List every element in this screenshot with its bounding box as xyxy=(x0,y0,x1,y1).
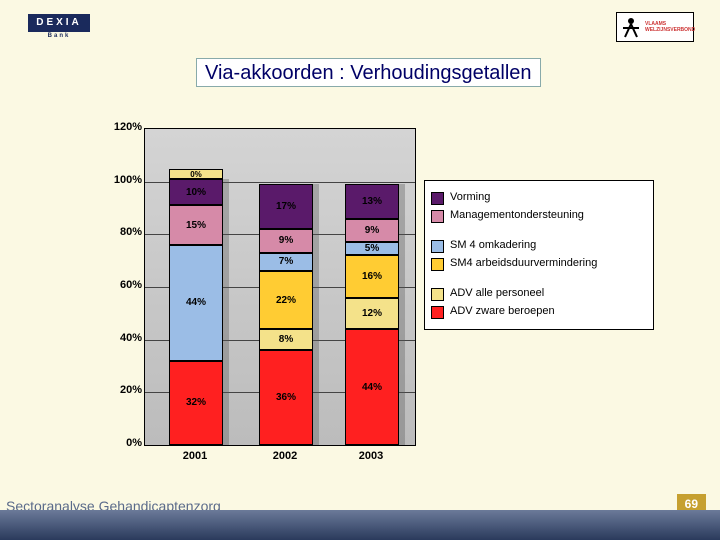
bar-segment-adv_alle: 8% xyxy=(259,329,313,350)
bar-segment-adv_zware: 36% xyxy=(259,350,313,445)
bar-column: 36%8%22%7%9%17% xyxy=(259,184,313,445)
bar-segment-adv_zware: 44% xyxy=(345,329,399,445)
legend-label: Managementondersteuning xyxy=(450,209,584,222)
bar-segment-mgmt: 15% xyxy=(169,205,223,245)
x-label: 2002 xyxy=(240,450,330,462)
bar-segment-sm4_omk: 44% xyxy=(169,245,223,361)
y-tick: 0% xyxy=(94,437,142,449)
bar-segment-sm4_omk: 5% xyxy=(345,242,399,255)
page-title: Via-akkoorden : Verhoudingsgetallen xyxy=(196,58,541,87)
legend-gap xyxy=(431,227,647,235)
legend-swatch xyxy=(431,288,444,301)
legend-label: SM 4 omkadering xyxy=(450,239,536,252)
bar-segment-sm4_arb: 16% xyxy=(345,255,399,297)
bar-segment-mgmt: 9% xyxy=(345,219,399,243)
bar-segment-adv_zware: 32% xyxy=(169,361,223,445)
welzijn-text: VLAAMS WELZIJNSVERBOND xyxy=(645,21,695,33)
plot-area: 32%0%0%44%15%10%0%36%8%22%7%9%17%44%12%1… xyxy=(144,128,416,446)
legend-item: ADV zware beroepen xyxy=(431,305,647,319)
person-icon xyxy=(619,15,643,39)
bar-column: 44%12%16%5%9%13% xyxy=(345,184,399,445)
legend-swatch xyxy=(431,192,444,205)
bar-segment-sm4_arb: 22% xyxy=(259,271,313,329)
dexia-text: DEXIA xyxy=(36,17,82,28)
y-tick: 40% xyxy=(94,332,142,344)
legend-label: ADV alle personeel xyxy=(450,287,544,300)
welzijn-logo: VLAAMS WELZIJNSVERBOND xyxy=(616,12,694,42)
dexia-sub: Bank xyxy=(28,32,90,40)
legend: Vorming Managementondersteuning SM 4 omkad… xyxy=(424,180,654,330)
legend-label: ADV zware beroepen xyxy=(450,305,555,318)
legend-swatch xyxy=(431,210,444,223)
y-tick: 20% xyxy=(94,384,142,396)
legend-label: Vorming xyxy=(450,191,490,204)
legend-item: Managementondersteuning xyxy=(431,209,647,223)
y-tick: 80% xyxy=(94,226,142,238)
legend-gap xyxy=(431,275,647,283)
slide: DEXIA Bank VLAAMS WELZIJNSVERBOND Via-ak… xyxy=(0,0,720,540)
bar-column: 32%0%0%44%15%10%0% xyxy=(169,179,223,445)
legend-item: SM4 arbeidsduurvermindering xyxy=(431,257,647,271)
y-tick: 60% xyxy=(94,279,142,291)
x-label: 2003 xyxy=(326,450,416,462)
legend-item: SM 4 omkadering xyxy=(431,239,647,253)
dexia-logo: DEXIA Bank xyxy=(28,14,90,40)
legend-item: ADV alle personeel xyxy=(431,287,647,301)
bar-segment-vorming: 10% xyxy=(169,179,223,205)
legend-label: SM4 arbeidsduurvermindering xyxy=(450,257,597,270)
legend-swatch xyxy=(431,258,444,271)
y-tick: 100% xyxy=(94,174,142,186)
bar-segment-adv_alle: 12% xyxy=(345,298,399,330)
x-label: 2001 xyxy=(150,450,240,462)
legend-swatch xyxy=(431,240,444,253)
bar-segment-top: 0% xyxy=(169,169,223,179)
bar-segment-mgmt: 9% xyxy=(259,229,313,253)
bar-segment-vorming: 17% xyxy=(259,184,313,229)
legend-item: Vorming xyxy=(431,191,647,205)
bar-segment-sm4_omk: 7% xyxy=(259,253,313,271)
y-tick: 120% xyxy=(94,121,142,133)
chart: 32%0%0%44%15%10%0%36%8%22%7%9%17%44%12%1… xyxy=(82,112,662,492)
legend-swatch xyxy=(431,306,444,319)
footer-bar xyxy=(0,510,720,540)
bar-segment-vorming: 13% xyxy=(345,184,399,218)
